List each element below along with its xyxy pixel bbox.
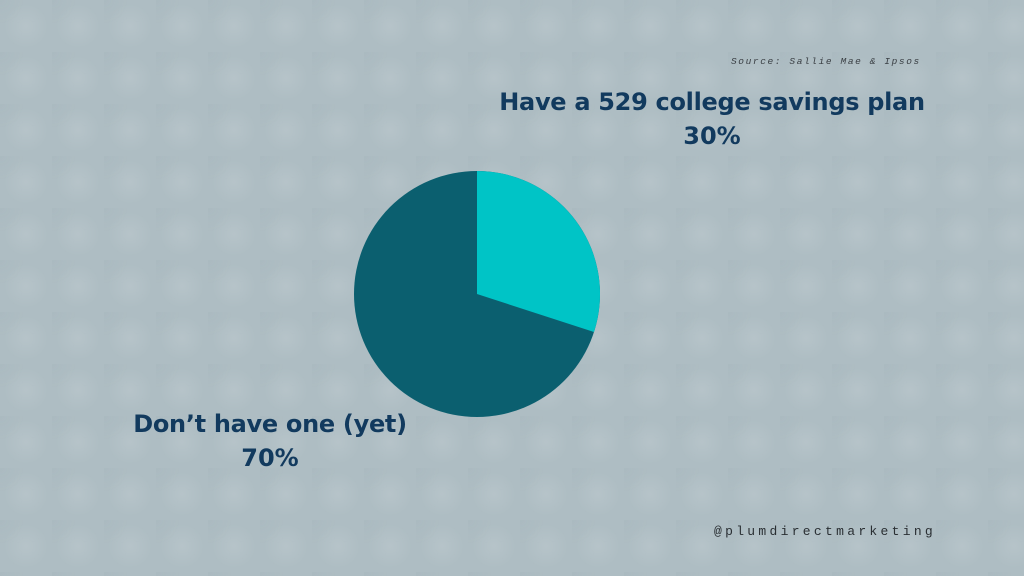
source-note: Source: Sallie Mae & Ipsos — [731, 56, 921, 67]
label-have-plan-percent: 30% — [683, 122, 741, 150]
label-have-plan-name: Have a 529 college savings plan — [499, 88, 925, 116]
label-have-plan: Have a 529 college savings plan 30% — [476, 86, 948, 154]
social-handle: @plumdirectmarketing — [714, 524, 937, 539]
label-dont-have-percent: 70% — [241, 444, 299, 472]
pie-slice-have-plan — [477, 171, 600, 333]
label-dont-have-name: Don’t have one (yet) — [133, 410, 407, 438]
pie-chart — [354, 171, 600, 417]
label-dont-have: Don’t have one (yet) 70% — [120, 408, 420, 476]
